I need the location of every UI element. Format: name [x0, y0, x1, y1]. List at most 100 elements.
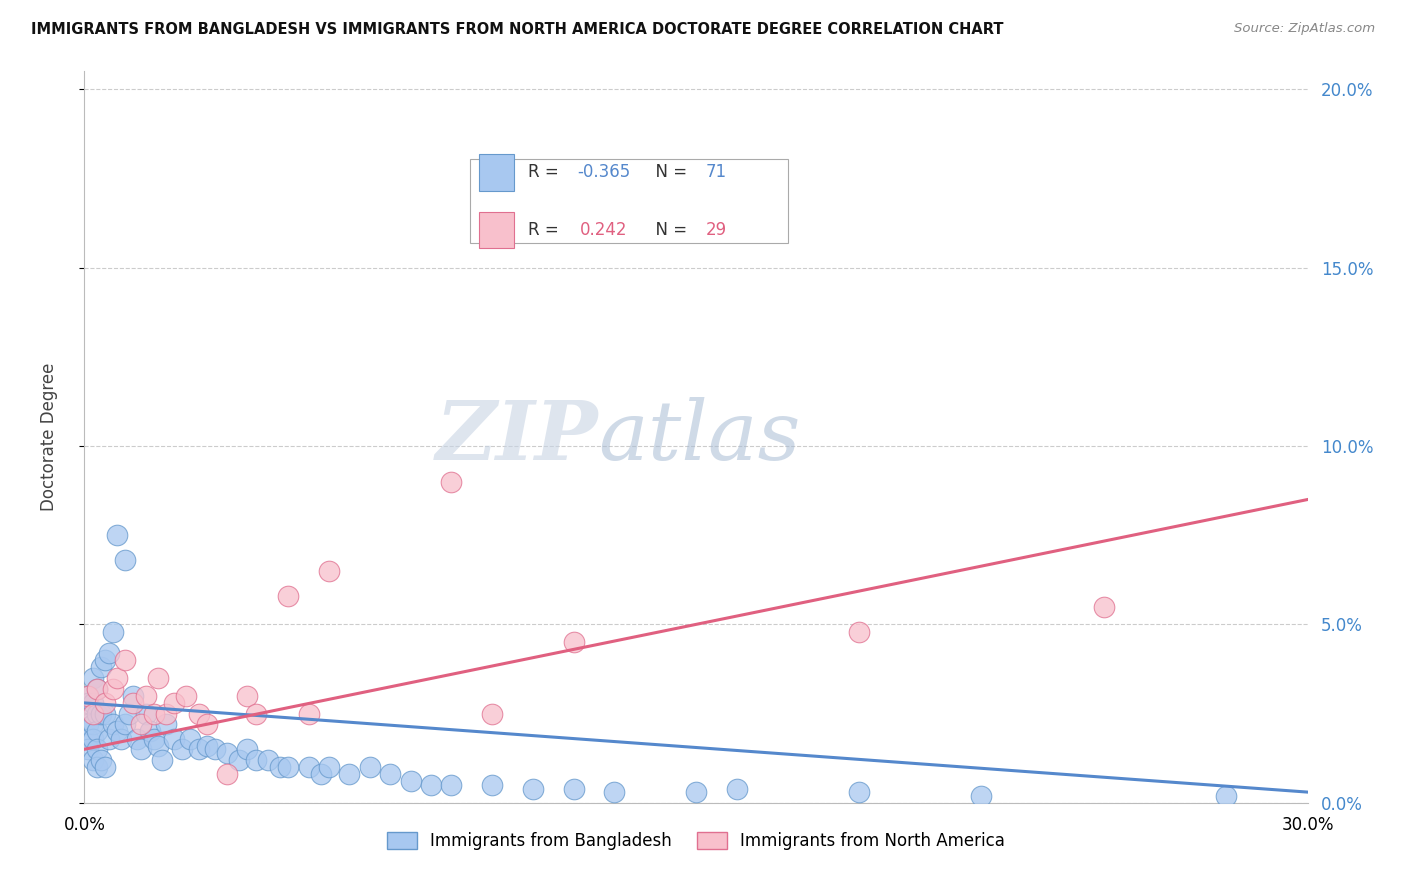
Point [172, 742, 194, 756]
Text: Source: ZipAtlas.com: Source: ZipAtlas.com [1234, 22, 1375, 36]
Point [298, 760, 321, 774]
Point [440, 778, 463, 792]
Point [93, 760, 115, 774]
Legend: Immigrants from Bangladesh, Immigrants from North America: Immigrants from Bangladesh, Immigrants f… [380, 825, 1012, 856]
Point [90, 660, 112, 674]
Point [101, 717, 124, 731]
Point [142, 731, 165, 746]
Point [1215, 789, 1237, 803]
Point [114, 553, 136, 567]
Point [86, 681, 108, 696]
Point [86, 742, 108, 756]
Point [118, 706, 141, 721]
Point [131, 742, 153, 756]
Text: 71: 71 [706, 163, 727, 181]
Point [257, 753, 280, 767]
Point [163, 731, 186, 746]
Point [155, 717, 177, 731]
Point [82, 731, 104, 746]
Point [135, 706, 157, 721]
Text: 29: 29 [706, 221, 727, 239]
Point [93, 696, 115, 710]
Point [77, 696, 100, 710]
Point [86, 681, 108, 696]
Point [114, 653, 136, 667]
Point [380, 767, 402, 781]
Point [481, 778, 503, 792]
Point [187, 706, 209, 721]
Point [217, 746, 239, 760]
Point [82, 671, 104, 685]
Point [359, 760, 381, 774]
Point [142, 706, 165, 721]
Text: N =: N = [644, 163, 692, 181]
Text: -0.365: -0.365 [578, 163, 630, 181]
Point [339, 767, 361, 781]
Point [155, 706, 177, 721]
Point [309, 767, 332, 781]
Point [114, 717, 136, 731]
FancyBboxPatch shape [470, 159, 787, 244]
Point [1092, 599, 1115, 614]
Text: 0.242: 0.242 [579, 221, 627, 239]
FancyBboxPatch shape [479, 154, 513, 191]
Point [848, 785, 870, 799]
Point [93, 706, 115, 721]
Point [848, 624, 870, 639]
Point [77, 731, 100, 746]
Point [122, 689, 145, 703]
Point [725, 207, 748, 221]
Point [399, 774, 422, 789]
Point [135, 689, 157, 703]
Point [82, 696, 104, 710]
Point [228, 753, 250, 767]
Point [420, 778, 443, 792]
Point [440, 475, 463, 489]
Point [77, 689, 100, 703]
Point [105, 528, 128, 542]
Point [298, 706, 321, 721]
Point [131, 717, 153, 731]
Point [101, 681, 124, 696]
Point [187, 742, 209, 756]
Point [236, 742, 259, 756]
Point [236, 689, 259, 703]
Point [97, 731, 120, 746]
Point [77, 742, 100, 756]
Point [105, 671, 128, 685]
Point [970, 789, 993, 803]
Y-axis label: Doctorate Degree: Doctorate Degree [39, 363, 58, 511]
Point [562, 635, 585, 649]
Point [97, 646, 120, 660]
Point [77, 689, 100, 703]
Text: N =: N = [644, 221, 692, 239]
Point [82, 706, 104, 721]
Point [86, 706, 108, 721]
Point [245, 753, 267, 767]
Point [195, 739, 218, 753]
Point [562, 781, 585, 796]
Point [146, 671, 169, 685]
Point [150, 753, 173, 767]
Text: R =: R = [529, 163, 564, 181]
Point [82, 717, 104, 731]
Point [269, 760, 291, 774]
Point [127, 731, 149, 746]
Text: ZIP: ZIP [436, 397, 598, 477]
Point [318, 760, 340, 774]
Point [163, 696, 186, 710]
Point [122, 696, 145, 710]
Point [204, 742, 226, 756]
Point [86, 724, 108, 739]
Point [90, 706, 112, 721]
Point [110, 731, 132, 746]
Text: R =: R = [529, 221, 569, 239]
Point [277, 760, 299, 774]
Point [138, 724, 160, 739]
Text: atlas: atlas [598, 397, 800, 477]
Point [86, 760, 108, 774]
Point [174, 689, 197, 703]
Point [82, 753, 104, 767]
Point [245, 706, 267, 721]
Point [105, 724, 128, 739]
